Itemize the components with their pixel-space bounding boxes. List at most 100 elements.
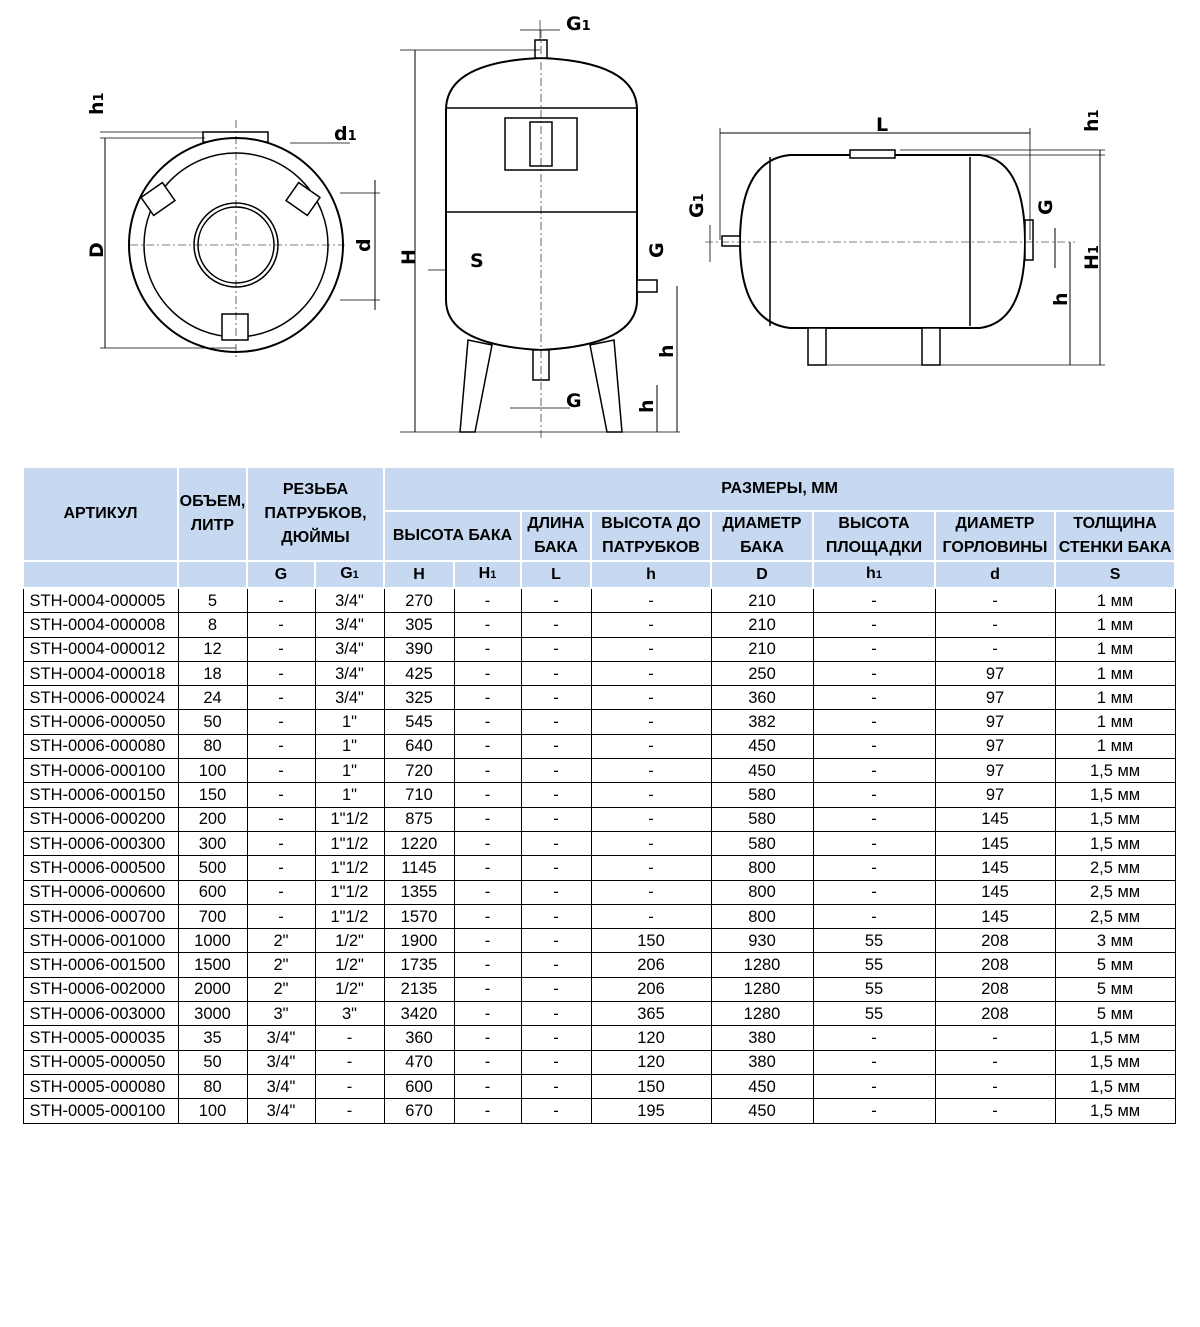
table-cell: 50 [177,709,248,735]
header-symbol: H1 [453,560,522,589]
table-cell: - [246,636,316,662]
label-h1-front: h1 [86,92,108,115]
table-cell: - [246,733,316,760]
table-cell: - [812,879,936,905]
table-cell: - [246,685,316,711]
article-cell: STH-0006-000200 [22,806,179,832]
table-cell: 1" [314,709,385,735]
article-cell: STH-0006-002000 [22,976,179,1003]
table-cell: 875 [383,806,455,832]
table-cell: 3/4" [314,660,385,687]
table-cell: - [314,1025,385,1051]
header-group: ВЫСОТА ПЛОЩАДКИ [812,510,936,562]
table-cell: 930 [710,928,814,954]
table-row: STH-0006-001000 1000 2" 1/2" 1900- -150 930 55 2… [22,928,1176,954]
table-cell: 145 [934,879,1056,905]
label-h-bottom: h [636,399,658,413]
table-cell: - [934,1073,1056,1100]
table-cell: 35 [177,1025,248,1051]
table-cell: - [246,660,316,687]
table-cell: 305 [383,612,455,638]
table-cell: 2,5 мм [1054,855,1176,881]
table-cell: 97 [934,685,1056,711]
table-row: STH-0004-000008 8-3/4" 305- - -210- -1 мм [22,612,1176,638]
table-cell: - [453,733,522,760]
table-cell: 450 [710,733,814,760]
table-cell: 1/2" [314,976,385,1003]
table-cell: 210 [710,636,814,662]
table-cell: 1900 [383,928,455,954]
table-cell: 1 мм [1054,660,1176,687]
table-cell: - [453,903,522,930]
table-cell: 97 [934,758,1056,784]
table-row: STH-0006-000300 300-1"1/2 1220- - -580-145 1,… [22,830,1176,857]
table-cell: - [520,733,592,760]
table-cell: 100 [177,758,248,784]
table-cell: 145 [934,903,1056,930]
table-cell: 1,5 мм [1054,758,1176,784]
table-cell: - [812,709,936,735]
table-cell: 2" [246,952,316,978]
article-cell: STH-0006-001000 [22,928,179,954]
table-cell: - [590,733,712,760]
table-cell: 450 [710,1098,814,1124]
table-cell: - [812,758,936,784]
table-cell: - [590,830,712,857]
table-cell: 97 [934,660,1056,687]
article-cell: STH-0006-000700 [22,903,179,930]
table-row: STH-0006-002000 2000 2" 1/2" 2135- -206 1280 55… [22,976,1176,1003]
header-symbol: H [383,560,455,589]
table-cell: 670 [383,1098,455,1124]
table-cell: - [453,612,522,638]
table-cell: - [812,855,936,881]
table-cell: 3/4" [246,1098,316,1124]
header-group: ДИАМЕТР БАКА [710,510,814,562]
table-cell: 55 [812,952,936,978]
table-cell: 150 [177,782,248,808]
table-cell: 600 [383,1073,455,1100]
table-cell: - [453,709,522,735]
table-cell: 200 [177,806,248,832]
article-cell: STH-0006-000100 [22,758,179,784]
table-cell: 55 [812,1001,936,1027]
table-cell: 1 мм [1054,685,1176,711]
table-cell: 206 [590,952,712,978]
table-cell: 450 [710,758,814,784]
header-symbol: L [520,560,592,589]
table-row: STH-0005-000080 80 3/4" -600- -150 450- -1,5 м… [22,1073,1176,1100]
article-cell: STH-0006-000080 [22,733,179,760]
table-cell: - [520,1049,592,1075]
table-cell: - [812,612,936,638]
table-cell: 100 [177,1098,248,1124]
table-cell: - [812,782,936,808]
table-cell: 210 [710,612,814,638]
table-cell: 2000 [177,976,248,1003]
table-cell: - [934,1098,1056,1124]
label-G-horizontal: G [1035,199,1057,215]
table-cell: - [520,660,592,687]
label-G-bottom: G [566,390,582,412]
table-cell: - [812,1049,936,1075]
table-cell: 470 [383,1049,455,1075]
table-cell: - [520,636,592,662]
table-cell: 208 [934,976,1056,1003]
header-symbol: h [590,560,712,589]
table-row: STH-0006-000200 200-1"1/2 875- - -580-145 1,5… [22,806,1176,832]
table-cell: 120 [590,1025,712,1051]
table-cell: 80 [177,733,248,760]
table-cell: 1,5 мм [1054,1025,1176,1051]
table-cell: - [520,976,592,1003]
table-cell: - [590,758,712,784]
table-cell: 150 [590,1073,712,1100]
header-dimensions: РАЗМЕРЫ, ММ [382,466,1177,512]
table-cell: 800 [710,903,814,930]
table-cell: 80 [177,1073,248,1100]
article-cell: STH-0006-000600 [22,879,179,905]
table-row: STH-0006-000100 100-1" 720- - -450-97 1,5 мм [22,758,1176,784]
table-cell: - [246,758,316,784]
table-cell: 1" [314,733,385,760]
table-row: STH-0005-000035 35 3/4" -360- -120 380- -1,5 м… [22,1025,1176,1051]
header-group: ДИАМЕТР ГОРЛОВИНЫ [934,510,1056,562]
table-cell: 97 [934,733,1056,760]
label-h-side: h [656,344,678,358]
